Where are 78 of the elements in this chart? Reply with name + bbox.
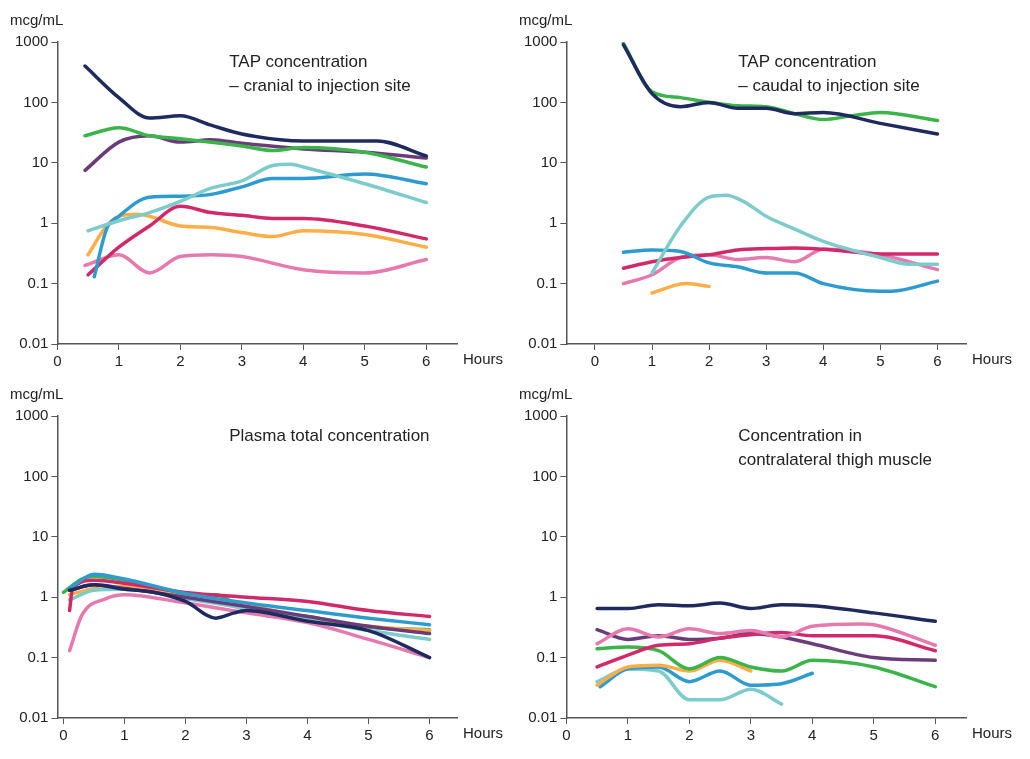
x-axis-title: Hours [463, 723, 504, 741]
x-tick-label: 1 [120, 726, 129, 744]
x-tick-label: 5 [360, 352, 369, 370]
y-tick-label: 100 [23, 466, 49, 484]
x-tick-label: 0 [562, 726, 571, 744]
y-tick-label: 10 [540, 526, 558, 544]
text: Concentration in contralateral thigh muscle [738, 426, 932, 470]
y-tick-label: 0.1 [27, 273, 49, 291]
x-tick-label: 4 [808, 726, 817, 744]
x-tick-label: 1 [623, 726, 633, 744]
y-axis-title: mcg/mL [519, 10, 573, 28]
x-axis-title: Hours [463, 349, 504, 367]
line-series [83, 253, 429, 275]
line-series [83, 126, 429, 169]
text: TAP concentration – cranial to injection site [229, 52, 411, 96]
y-tick-label: 0.1 [536, 273, 558, 291]
line-series [650, 193, 940, 275]
y-tick-label: 100 [532, 92, 558, 110]
x-tick-label: 3 [762, 352, 771, 370]
line-series [86, 204, 429, 277]
x-tick-label: 4 [303, 726, 312, 744]
y-tick-label: 10 [540, 152, 558, 170]
y-tick-label: 0.01 [19, 334, 49, 352]
y-tick-label: 0.1 [536, 647, 558, 665]
x-tick-label: 4 [299, 352, 308, 370]
x-tick-label: 2 [181, 726, 190, 744]
x-tick-label: 2 [704, 352, 714, 370]
x-tick-label: 0 [59, 726, 68, 744]
x-tick-label: 0 [53, 352, 62, 370]
y-tick-label: 1 [40, 213, 49, 231]
y-tick-label: 0.01 [19, 708, 49, 726]
y-tick-label: 100 [532, 466, 558, 484]
x-tick-label: 5 [364, 726, 373, 744]
x-tick-label: 4 [819, 352, 828, 370]
line-series [92, 172, 429, 279]
line-series [598, 665, 815, 689]
y-tick-label: 0.1 [27, 647, 49, 665]
line-series [595, 658, 753, 687]
y-tick-label: 1000 [14, 32, 49, 50]
x-tick-label: 2 [176, 352, 185, 370]
line-series [621, 246, 940, 270]
line-series [595, 601, 938, 623]
y-tick-label: 1000 [523, 32, 558, 50]
text: TAP concentration – caudal to injection site [738, 52, 920, 96]
x-tick-label: 2 [685, 726, 694, 744]
x-tick-label: 3 [242, 726, 251, 744]
x-tick-label: 1 [647, 352, 657, 370]
y-tick-label: 10 [31, 152, 49, 170]
x-tick-label: 3 [237, 352, 246, 370]
x-tick-label: 5 [869, 726, 878, 744]
x-tick-label: 6 [422, 352, 431, 370]
line-series [86, 162, 429, 233]
x-tick-label: 3 [746, 726, 755, 744]
y-tick-label: 0.01 [528, 708, 558, 726]
y-tick-label: 100 [23, 92, 49, 110]
text: Plasma total concentration [229, 426, 430, 446]
y-tick-label: 1000 [523, 406, 558, 424]
line-series [595, 630, 938, 669]
x-axis-title: Hours [972, 723, 1013, 741]
x-tick-label: 6 [425, 726, 434, 744]
y-tick-label: 1 [549, 213, 558, 231]
y-axis-title: mcg/mL [519, 384, 573, 402]
y-tick-label: 1 [40, 587, 49, 605]
line-series [621, 248, 940, 293]
x-axis-title: Hours [972, 349, 1013, 367]
y-axis-title: mcg/mL [10, 10, 64, 28]
line-series [595, 622, 938, 648]
y-tick-label: 1000 [14, 406, 49, 424]
x-tick-label: 6 [931, 726, 940, 744]
x-tick-label: 1 [114, 352, 124, 370]
x-tick-label: 0 [590, 352, 600, 370]
y-axis-title: mcg/mL [10, 384, 64, 402]
y-tick-label: 10 [31, 526, 49, 544]
y-tick-label: 1 [549, 587, 558, 605]
line-series [595, 645, 938, 689]
x-tick-label: 5 [876, 352, 885, 370]
y-tick-label: 0.01 [528, 334, 558, 352]
x-tick-label: 6 [933, 352, 942, 370]
